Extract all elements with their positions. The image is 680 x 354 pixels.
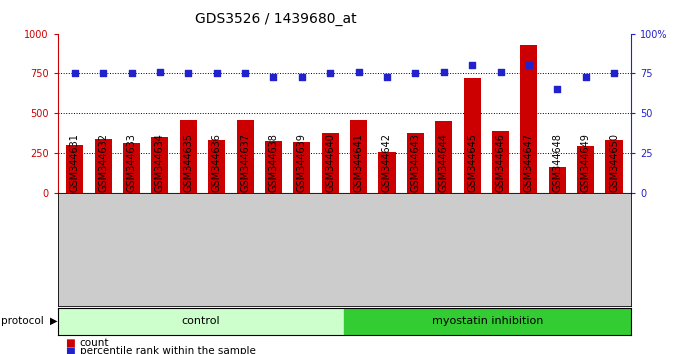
Bar xyxy=(67,145,84,193)
Bar xyxy=(549,167,566,193)
Bar xyxy=(605,140,622,193)
Text: protocol: protocol xyxy=(1,316,44,326)
Point xyxy=(239,70,250,76)
Point xyxy=(69,70,80,76)
Bar xyxy=(345,308,631,335)
Point xyxy=(183,70,194,76)
Point xyxy=(325,70,336,76)
Bar xyxy=(95,139,112,193)
Bar xyxy=(322,133,339,193)
Bar xyxy=(492,131,509,193)
Point xyxy=(98,70,109,76)
Bar xyxy=(152,137,169,193)
Bar xyxy=(180,120,197,193)
Point xyxy=(126,70,137,76)
Bar xyxy=(464,78,481,193)
Text: ■: ■ xyxy=(65,346,74,354)
Bar xyxy=(379,152,396,193)
Bar xyxy=(208,140,225,193)
Bar xyxy=(237,120,254,193)
Point xyxy=(211,70,222,76)
Point xyxy=(439,69,449,75)
Point xyxy=(410,70,421,76)
Bar xyxy=(407,133,424,193)
Point xyxy=(154,69,165,75)
Bar xyxy=(265,141,282,193)
Text: GDS3526 / 1439680_at: GDS3526 / 1439680_at xyxy=(194,12,356,27)
Point xyxy=(580,74,591,79)
Point xyxy=(353,69,364,75)
Point xyxy=(466,63,477,68)
Text: ▶: ▶ xyxy=(50,316,57,326)
Point xyxy=(381,74,392,79)
Point xyxy=(296,74,307,79)
Text: percentile rank within the sample: percentile rank within the sample xyxy=(80,346,256,354)
Bar xyxy=(435,121,452,193)
Point xyxy=(268,74,279,79)
Bar xyxy=(350,120,367,193)
Text: count: count xyxy=(80,338,109,348)
Point xyxy=(551,86,562,92)
Bar xyxy=(58,308,345,335)
Text: myostatin inhibition: myostatin inhibition xyxy=(432,316,543,326)
Point xyxy=(609,70,619,76)
Bar xyxy=(123,143,140,193)
Point xyxy=(524,63,534,68)
Bar xyxy=(577,146,594,193)
Bar xyxy=(520,45,537,193)
Point xyxy=(495,69,506,75)
Bar xyxy=(293,142,310,193)
Text: ■: ■ xyxy=(65,338,74,348)
Text: control: control xyxy=(182,316,220,326)
